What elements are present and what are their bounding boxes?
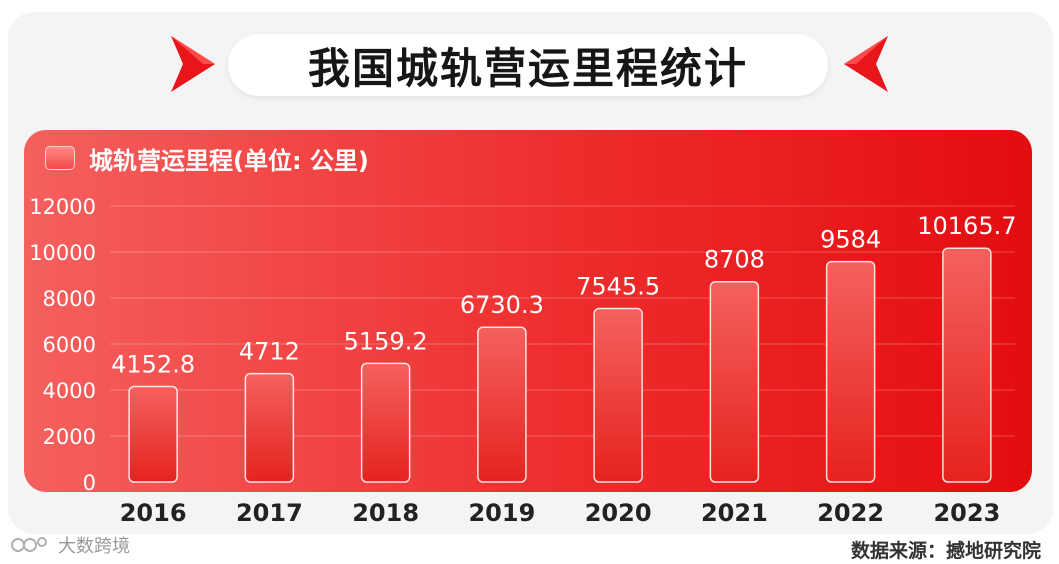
bar-value-label-2018: 5159.2 — [344, 327, 428, 355]
y-tick-label: 10000 — [29, 241, 96, 265]
bar-value-label-2019: 6730.3 — [460, 291, 544, 319]
x-axis-ticks: 2016 2017 2018 2019 2020 2021 2022 2023 — [120, 499, 1001, 527]
legend-swatch — [45, 146, 75, 170]
legend: 城轨营运里程(单位: 公里) — [45, 143, 369, 175]
bar-value-label-2022: 9584 — [820, 226, 881, 254]
y-tick-label: 8000 — [43, 287, 96, 311]
chart-title: 我国城轨营运里程统计 — [307, 43, 748, 93]
bar-2020 — [593, 307, 643, 483]
source-note: 数据来源：撼地研究院 — [850, 540, 1041, 562]
x-tick-label-2016: 2016 — [120, 499, 187, 527]
bar-value-label-2021: 8708 — [704, 246, 765, 274]
x-tick-label-2022: 2022 — [817, 499, 884, 527]
x-tick-label-2017: 2017 — [236, 499, 303, 527]
y-axis-ticks: 0 2000 4000 6000 8000 10000 12000 — [29, 195, 96, 495]
y-tick-label: 2000 — [43, 425, 96, 449]
title-row: 我国城轨营运里程统计 — [0, 30, 1059, 100]
x-tick-label-2018: 2018 — [352, 499, 419, 527]
bars — [128, 247, 992, 483]
bar-2017 — [244, 372, 295, 483]
bar-value-label-2023: 10165.7 — [917, 212, 1016, 240]
y-tick-label: 4000 — [43, 379, 96, 403]
chevron-left-icon — [844, 36, 888, 92]
bar-2019 — [477, 326, 527, 483]
bar-2021 — [709, 280, 760, 483]
legend-label: 城轨营运里程(单位: 公里) — [89, 146, 369, 175]
bar-2022 — [825, 260, 876, 483]
title-pill: 我国城轨营运里程统计 — [228, 34, 828, 96]
y-tick-label: 0 — [83, 471, 96, 495]
bar-value-label-2017: 4712 — [239, 338, 300, 366]
x-tick-label-2023: 2023 — [933, 499, 1000, 527]
y-tick-label: 6000 — [43, 333, 96, 357]
bar-2023 — [942, 247, 992, 483]
x-tick-label-2021: 2021 — [701, 499, 768, 527]
chevron-right-icon — [171, 36, 215, 92]
bar-labels: 4152.8 4712 5159.2 6730.3 7545.5 8708 9584 1016… — [111, 212, 1016, 378]
bar-value-label-2016: 4152.8 — [111, 350, 195, 378]
x-tick-label-2020: 2020 — [585, 499, 652, 527]
watermark-logo-icon — [11, 537, 47, 552]
x-tick-label-2019: 2019 — [468, 499, 535, 527]
watermark: 大数跨境 — [10, 532, 130, 558]
y-tick-label: 12000 — [29, 195, 96, 219]
bar-2016 — [128, 385, 178, 483]
watermark-text: 大数跨境 — [58, 536, 130, 557]
bar-value-label-2020: 7545.5 — [576, 272, 660, 300]
bar-2018 — [360, 362, 411, 483]
